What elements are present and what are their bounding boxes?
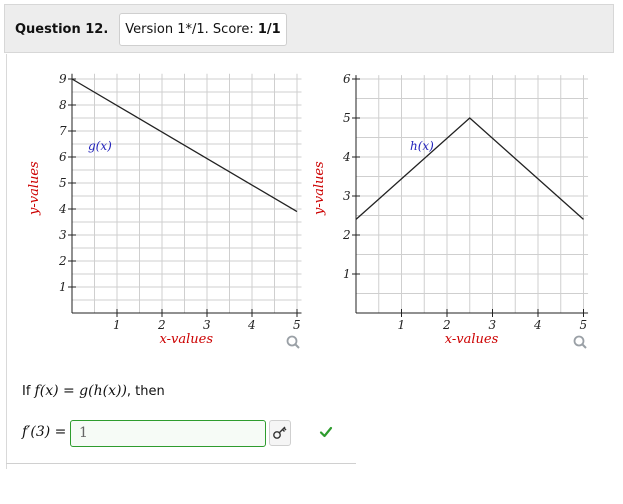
y-tick-label: 5 [59,176,67,190]
prompt-prefix: If [22,384,35,399]
prompt-suffix: , then [126,384,165,399]
y-tick-label: 3 [343,189,351,203]
y-tick-label: 1 [59,280,67,294]
y-tick-label: 6 [343,72,351,86]
y-tick-label: 6 [59,150,67,164]
question-number: Question 12. [15,22,109,37]
function-label: h(x) [410,139,434,153]
y-axis-label: y-values [312,161,327,216]
y-tick-label: 4 [58,202,67,216]
y-tick-label: 1 [343,267,351,281]
answer-value[interactable]: 1 [79,425,88,441]
x-tick-label: 3 [489,318,497,332]
y-tick-label: 7 [59,124,67,138]
function-curve [355,117,584,220]
y-tick-label: 3 [59,228,67,242]
zoom-icon-handle [294,343,300,349]
x-tick-label: 5 [293,318,301,332]
answer-label: f′(3) = [22,424,67,440]
bottom-divider [6,463,356,464]
function-curve [71,78,298,213]
x-axis-label: x-values [160,332,214,347]
zoom-icon [286,335,298,347]
x-tick-label: 1 [113,318,121,332]
x-tick-label: 4 [247,318,256,332]
question-header: Question 12. Version 1*/1. Score: 1/1 [4,4,614,53]
y-tick-label: 9 [59,72,67,86]
prompt-math: f(x) = g(h(x)) [34,383,127,399]
y-tick-label: 2 [58,254,67,268]
x-tick-label: 5 [580,318,588,332]
answer-input[interactable]: 1 [70,420,333,447]
key-icon [273,426,287,439]
zoom-icon-handle [581,343,587,349]
x-tick-label: 2 [442,318,451,332]
function-label: g(x) [88,139,112,153]
x-tick-label: 2 [157,318,166,332]
y-axis-label: y-values [27,161,42,216]
score-value: 1/1 [257,22,281,37]
y-tick-label: 4 [342,150,351,164]
zoom-icon [573,335,585,347]
y-tick-label: 8 [59,98,67,112]
question-prompt: If f(x) = g(h(x)), then [22,383,165,399]
y-tick-label: 5 [343,111,351,125]
x-axis-label: x-values [445,332,499,347]
x-tick-label: 1 [398,318,406,332]
check-icon [319,426,333,438]
x-tick-label: 4 [533,318,542,332]
version-score-box: Version 1*/1. Score: 1/1 [119,13,287,46]
left-divider [6,54,7,469]
y-tick-label: 2 [342,228,351,242]
answer-key-button[interactable] [269,420,291,446]
x-tick-label: 3 [203,318,211,332]
version-text: Version 1*/1. Score: [125,22,258,37]
